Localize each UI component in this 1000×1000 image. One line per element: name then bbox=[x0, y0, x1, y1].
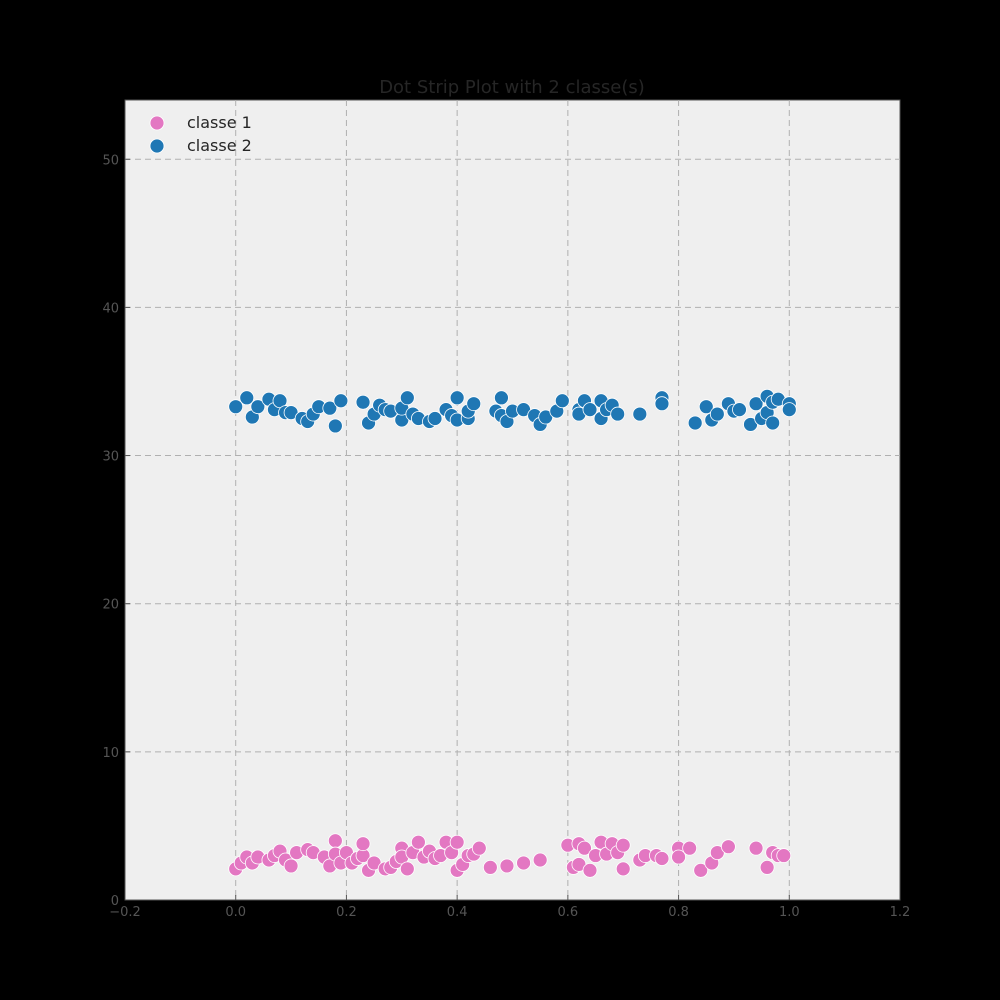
legend-marker bbox=[149, 138, 165, 154]
series-2-point bbox=[228, 399, 244, 415]
series-1-point bbox=[283, 858, 299, 874]
series-1-point bbox=[759, 860, 775, 875]
y-tick-label: 30 bbox=[102, 450, 119, 465]
series-2-point bbox=[582, 402, 598, 418]
y-tick-label: 0 bbox=[111, 894, 119, 909]
legend-label: classe 2 bbox=[187, 136, 252, 155]
series-2-point bbox=[322, 400, 338, 416]
series-1-point bbox=[776, 848, 792, 863]
series-1-point bbox=[482, 860, 498, 875]
series-2-point bbox=[765, 415, 781, 431]
series-2-point bbox=[687, 415, 703, 431]
series-2-point bbox=[250, 399, 266, 415]
series-2-point bbox=[709, 406, 725, 422]
series-2-point bbox=[632, 406, 648, 422]
series-1-point bbox=[748, 840, 764, 856]
series-2-point bbox=[327, 418, 343, 434]
series-1-point bbox=[654, 851, 670, 866]
series-1-point bbox=[577, 840, 592, 856]
series-2-point bbox=[554, 393, 570, 409]
y-tick-label: 20 bbox=[102, 598, 119, 613]
legend-marker bbox=[149, 115, 165, 131]
series-1-point bbox=[720, 839, 736, 855]
series-1-point bbox=[499, 858, 515, 874]
series-1-point bbox=[516, 855, 531, 871]
series-2-point bbox=[748, 396, 764, 412]
series-2-point bbox=[610, 406, 626, 422]
series-1-point bbox=[682, 840, 698, 856]
x-tick-label: −0.2 bbox=[109, 905, 141, 920]
x-tick-label: 1.0 bbox=[779, 905, 800, 920]
series-1-point bbox=[532, 852, 548, 868]
series-2-point bbox=[732, 402, 747, 418]
series-2-point bbox=[698, 399, 714, 415]
series-1-point bbox=[671, 849, 686, 865]
axes-layer: −0.2 0.0 0.2 0.4 0.6 0.8 1.0 1.2 0 10 20 30 40 50 bbox=[102, 153, 910, 920]
series-2-point bbox=[654, 396, 670, 412]
series-1-point bbox=[355, 836, 371, 852]
x-tick-label: 0.0 bbox=[225, 905, 246, 920]
legend: classe 1 classe 2 bbox=[149, 113, 252, 155]
series-2-point bbox=[239, 390, 255, 406]
series-1-point bbox=[615, 861, 631, 877]
series-1-point bbox=[327, 833, 343, 849]
x-tick-label: 0.4 bbox=[447, 905, 468, 920]
series-2-point bbox=[333, 393, 349, 409]
series-1-point bbox=[471, 840, 487, 856]
y-tick-label: 10 bbox=[102, 746, 119, 761]
series-2-point bbox=[449, 390, 465, 406]
series-1-point bbox=[410, 834, 426, 850]
series-2-point bbox=[494, 390, 509, 406]
x-tick-label: 0.6 bbox=[558, 905, 579, 920]
points-layer bbox=[228, 388, 797, 878]
legend-label: classe 1 bbox=[187, 113, 252, 132]
y-tick-label: 50 bbox=[102, 153, 119, 168]
x-tick-label: 0.2 bbox=[336, 905, 357, 920]
plot-area bbox=[124, 99, 901, 901]
series-1-point bbox=[693, 862, 709, 878]
series-2-point bbox=[399, 390, 415, 406]
y-tick-label: 40 bbox=[102, 301, 119, 316]
series-1-point bbox=[615, 837, 631, 853]
series-2-point bbox=[427, 411, 443, 426]
series-1-point bbox=[449, 834, 465, 850]
series-1-point bbox=[582, 862, 598, 878]
series-2-point bbox=[781, 402, 797, 418]
x-tick-label: 0.8 bbox=[668, 905, 689, 920]
series-2-point bbox=[355, 394, 371, 410]
series-1-point bbox=[399, 861, 415, 877]
chart-title: Dot Strip Plot with 2 classe(s) bbox=[379, 77, 645, 98]
x-tick-label: 1.2 bbox=[890, 905, 911, 920]
grid-layer bbox=[125, 100, 900, 900]
series-2-point bbox=[466, 396, 482, 412]
